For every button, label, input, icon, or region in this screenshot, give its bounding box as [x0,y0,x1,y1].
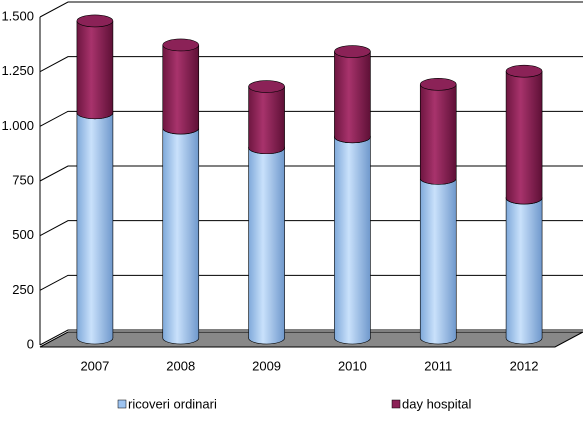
bar [420,84,457,179]
y-tick-label: 500 [12,227,34,242]
bar-edge [505,71,543,199]
y-tick-label: 0 [27,336,34,351]
bar-top [505,64,543,78]
legend-label: day hospital [402,396,471,411]
y-tick-label: 250 [12,282,34,297]
grid-line [39,1,583,18]
grid-line [39,329,583,346]
bar-top [419,78,457,91]
x-tick-label: 2011 [424,358,452,373]
x-tick-label: 2010 [338,358,367,373]
grid-line [39,56,583,73]
x-tick-label: 2012 [510,358,539,373]
y-tick-label: 1.250 [1,63,34,78]
bar [248,147,285,338]
bar-edge [419,84,457,179]
bar-edge [162,128,200,338]
bar [506,198,543,338]
bar [162,44,199,129]
x-tick-label: 2009 [252,358,281,373]
bar [334,136,371,338]
grid-line [39,110,583,127]
bar [162,128,199,338]
bar-edge [248,147,285,338]
bar-edge [419,178,457,338]
bar [76,112,113,338]
bar [248,86,285,148]
y-tick-label: 750 [12,172,34,187]
grid-line [39,274,583,291]
floor [39,331,583,348]
legend-label: ricoveri ordinari [128,396,217,411]
bar-edge [76,20,114,113]
bar [76,20,113,113]
bar [506,71,543,199]
bar-edge [505,198,543,338]
grid-line [39,220,583,237]
legend-swatch [117,399,127,409]
bar-top [334,45,371,58]
bar-edge [76,112,114,338]
y-tick-label: 1.500 [1,8,34,23]
y-tick-label: 1.000 [1,118,34,133]
x-tick-label: 2007 [80,358,109,373]
bar-edge [334,51,371,137]
bar-top [76,14,114,28]
bar-edge [248,86,285,148]
bar-top [248,80,285,93]
bar-edge [162,44,200,129]
bar [420,178,457,338]
x-tick-label: 2008 [166,358,195,373]
grid-line [39,165,583,182]
bar-top [162,38,200,52]
legend-swatch [391,399,401,409]
bar-edge [334,136,371,338]
bar [334,51,371,137]
